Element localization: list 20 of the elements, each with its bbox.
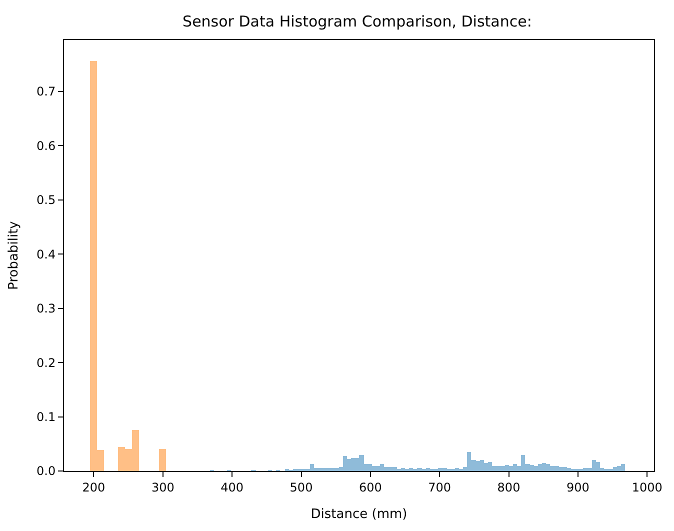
x-tick-label: 700 [428, 480, 452, 494]
x-tick-label: 400 [220, 480, 244, 494]
x-tick-label: 1000 [632, 480, 662, 494]
x-tick-label: 300 [151, 480, 174, 494]
x-tick-label: 200 [82, 480, 106, 494]
y-tick-label: 0.3 [36, 302, 56, 316]
x-axis-title: Distance (mm) [310, 507, 408, 522]
y-tick-label: 0.0 [36, 464, 56, 478]
x-tick-label: 900 [566, 480, 590, 494]
y-tick-label: 0.4 [36, 247, 56, 262]
y-tick-label: 0.1 [36, 410, 56, 424]
x-tick-label: 800 [497, 480, 520, 494]
y-tick-label: 0.5 [36, 193, 56, 208]
y-axis-title: Probability [6, 220, 22, 290]
chart-title: Sensor Data Histogram Comparison, Distance: [182, 12, 532, 30]
y-tick-label: 0.6 [36, 138, 56, 153]
y-tick-label: 0.2 [36, 356, 56, 370]
x-tick-label: 600 [358, 480, 382, 494]
x-tick-label: 500 [290, 480, 313, 494]
y-tick-label: 0.7 [36, 84, 56, 99]
